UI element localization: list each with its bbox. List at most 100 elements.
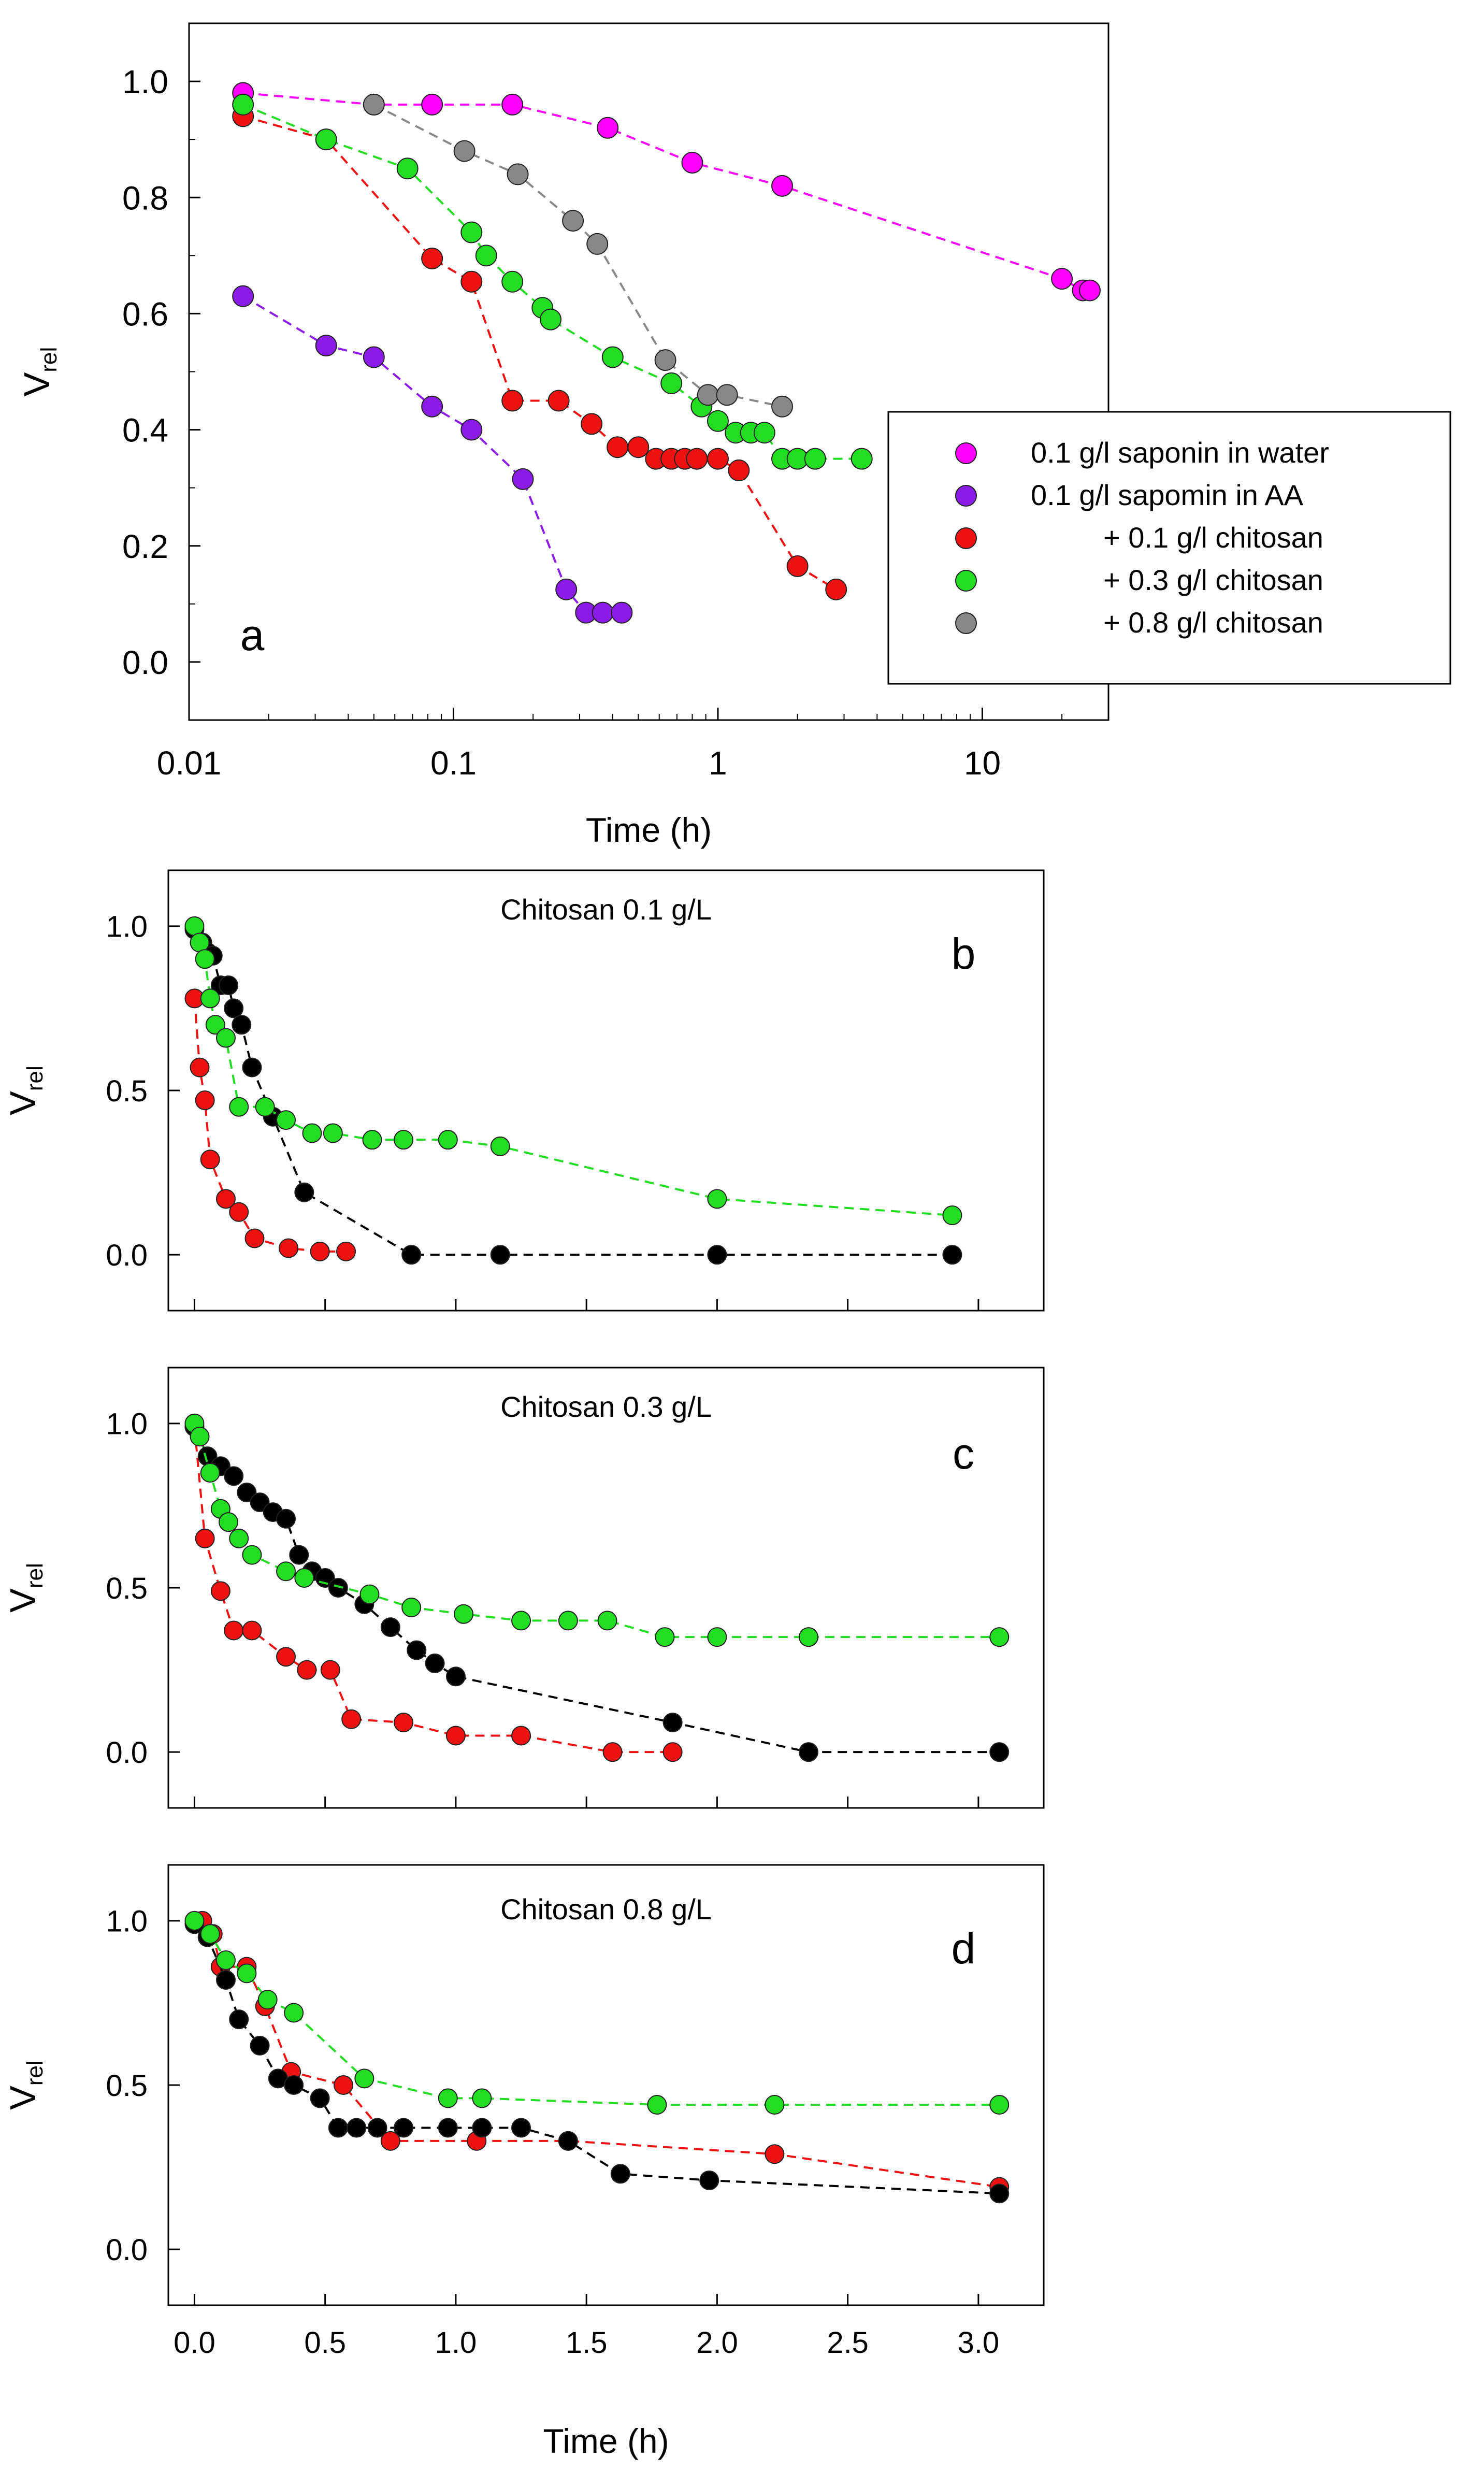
x-tick-label: 1.0 — [435, 2326, 477, 2360]
data-point — [942, 1245, 962, 1265]
legend-marker — [955, 442, 977, 464]
data-point — [438, 2088, 458, 2108]
legend-item: + 0.3 g/l chitosan — [955, 564, 1323, 596]
data-point — [215, 1189, 236, 1209]
x-tick-label: 0.5 — [304, 2326, 346, 2360]
y-tick-label: 0.0 — [106, 2233, 148, 2267]
data-point — [490, 1245, 510, 1265]
data-point — [540, 308, 562, 331]
series-line — [193, 929, 953, 1256]
series--0-3-g-l-chitosan — [232, 93, 873, 470]
data-point — [1051, 268, 1073, 290]
data-point — [647, 2095, 667, 2115]
x-tick-label: 2.5 — [827, 2326, 869, 2360]
y-tick-label: 1.0 — [122, 63, 168, 100]
y-tick-label: 0.8 — [122, 179, 168, 217]
y-tick-label: 0.0 — [122, 644, 168, 681]
data-point — [367, 2118, 387, 2138]
data-point — [354, 2068, 374, 2089]
panel-title: Chitosan 0.1 g/L — [500, 893, 712, 926]
y-axis-label: Vrel — [3, 1563, 48, 1613]
data-point — [765, 2095, 785, 2115]
data-point — [242, 1620, 262, 1641]
legend: 0.1 g/l saponin in water 0.1 g/l sapomin … — [887, 411, 1451, 685]
data-point — [602, 1742, 623, 1762]
data-point — [359, 1584, 380, 1604]
data-point — [771, 175, 794, 197]
data-point — [707, 1245, 727, 1265]
data-point — [237, 1483, 257, 1503]
series-0-1-g-l-saponin-in-water — [232, 82, 1101, 301]
series-black — [184, 1914, 1010, 2204]
x-axis-label: Time (h) — [543, 2422, 669, 2460]
data-point — [804, 448, 826, 470]
data-point — [558, 2131, 578, 2151]
data-point — [394, 1130, 414, 1150]
legend-marker — [955, 527, 977, 549]
data-point — [363, 346, 385, 368]
legend-box — [887, 411, 1451, 685]
series-0-1-g-l-sapomin-in-aa — [232, 285, 633, 624]
data-point — [511, 1611, 531, 1631]
y-axis-label: Vrel — [3, 1066, 48, 1115]
data-point — [229, 2009, 249, 2030]
data-point — [707, 448, 729, 470]
series-line — [193, 1423, 1000, 1639]
data-point — [699, 2170, 719, 2190]
legend-label: + 0.1 g/l chitosan — [1103, 521, 1323, 554]
data-point — [438, 1130, 458, 1150]
data-point — [686, 448, 708, 470]
series-line — [194, 1920, 1000, 2106]
data-point — [421, 247, 443, 269]
data-point — [205, 1015, 225, 1035]
data-point — [989, 1627, 1010, 1647]
y-tick-label: 0.5 — [106, 2069, 148, 2103]
data-point — [627, 436, 650, 458]
data-point — [229, 1202, 249, 1222]
legend-label: + 0.8 g/l chitosan — [1103, 606, 1323, 639]
data-point — [232, 285, 254, 307]
data-point — [548, 390, 570, 412]
y-axis-label-main: V — [3, 1588, 43, 1613]
data-point — [681, 152, 703, 174]
data-point — [989, 2095, 1010, 2115]
series-line — [193, 926, 953, 1217]
data-point — [215, 1970, 236, 1990]
y-tick-label: 1.0 — [106, 1407, 148, 1441]
data-point — [798, 1627, 818, 1647]
y-tick-label: 0.0 — [106, 1736, 148, 1770]
data-point — [224, 1466, 244, 1486]
legend-label: 0.1 g/l saponin in water — [1031, 436, 1329, 469]
data-point — [232, 93, 254, 116]
data-point — [507, 163, 529, 185]
data-point — [396, 157, 419, 180]
data-point — [363, 93, 385, 116]
series-black — [184, 1417, 1010, 1762]
plot-frame — [167, 869, 1045, 1312]
data-point — [190, 1057, 210, 1078]
data-point — [421, 93, 443, 116]
data-point — [250, 1492, 270, 1513]
data-point — [989, 1742, 1010, 1762]
data-point — [200, 1462, 220, 1483]
data-point — [394, 2118, 414, 2138]
data-point — [184, 1910, 205, 1931]
data-point — [511, 2118, 531, 2138]
data-point — [592, 601, 614, 624]
series-green — [184, 1910, 1010, 2115]
data-point — [511, 1726, 531, 1746]
data-point — [276, 1561, 296, 1582]
data-point — [190, 932, 210, 953]
series-line — [242, 295, 622, 614]
data-point — [294, 1568, 314, 1588]
y-axis-label: Vrel — [17, 347, 62, 397]
data-point — [407, 1640, 427, 1660]
data-point — [472, 2118, 492, 2138]
data-point — [438, 2118, 458, 2138]
legend-item: + 0.1 g/l chitosan — [955, 521, 1323, 554]
y-axis-label-sub: rel — [36, 347, 62, 372]
y-axis-label-sub: rel — [22, 1066, 48, 1091]
data-point — [728, 459, 750, 482]
data-point — [200, 988, 220, 1009]
series-red — [192, 1910, 1010, 2197]
